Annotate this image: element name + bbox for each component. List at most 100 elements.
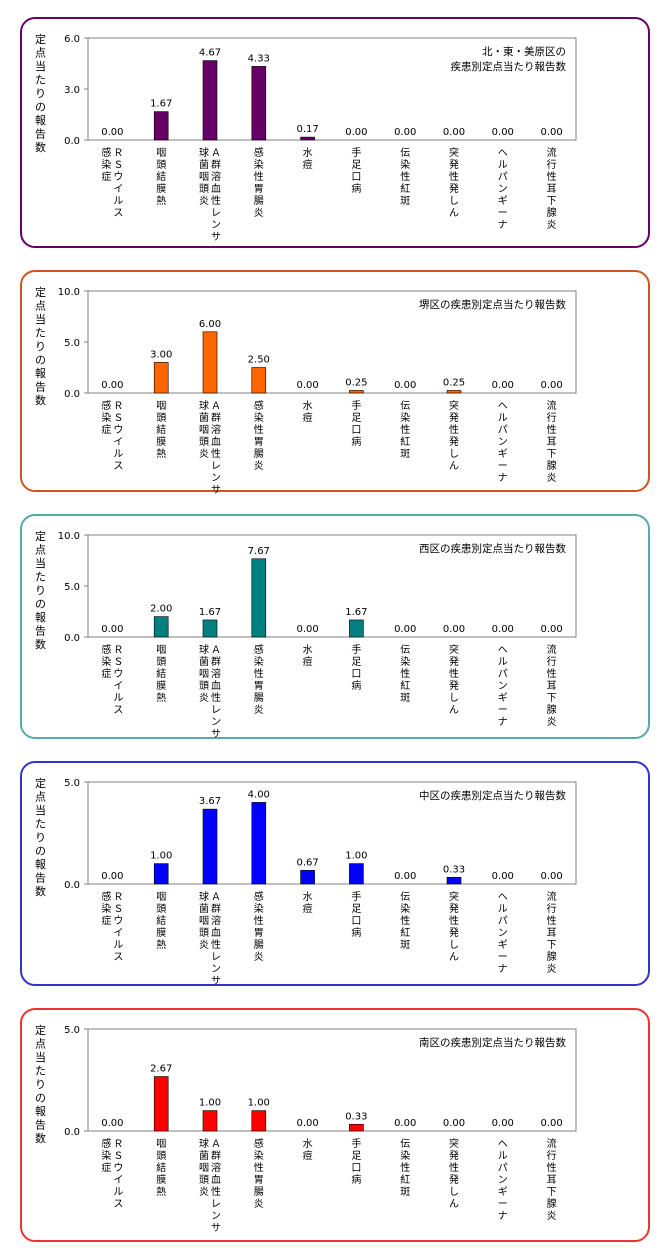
category-label: ＲＳウイルス感染症 — [101, 399, 123, 472]
y-tick-label: 0.0 — [64, 389, 80, 400]
plot-area — [87, 1028, 577, 1132]
category-label: 水痘 — [303, 147, 313, 171]
bar — [202, 60, 218, 141]
panel-border — [20, 514, 650, 739]
bar — [251, 802, 267, 885]
y-tick-label: 6.0 — [64, 34, 80, 45]
y-tick-label: 5.0 — [64, 582, 80, 593]
category-label: Ａ群溶血性レンサ球菌咽頭炎 — [199, 399, 221, 496]
category-label: ヘルパンギーナ — [498, 148, 508, 231]
y-tick-label: 0.0 — [64, 136, 80, 147]
category-label: 伝染性紅斑 — [400, 147, 410, 207]
y-tick-label: 5.0 — [64, 778, 80, 789]
category-label: 水痘 — [303, 1138, 313, 1162]
data-label: 0.00 — [443, 127, 465, 138]
category-label: ＲＳウイルス感染症 — [101, 146, 123, 219]
bar — [153, 111, 169, 141]
category-label: 咽頭結膜熱 — [156, 644, 166, 704]
data-label: 1.67 — [199, 607, 221, 618]
bar — [349, 863, 364, 885]
y-tick-label: 10.0 — [58, 287, 80, 298]
bar — [202, 808, 218, 885]
y-tick-label: 0.0 — [64, 633, 80, 644]
data-label: 2.00 — [150, 604, 172, 615]
category-label: 突発性発しん — [449, 890, 459, 963]
bar — [349, 619, 364, 638]
category-label: 突発性発しん — [449, 146, 459, 219]
category-label: 手足口病 — [351, 146, 361, 195]
chart-title: 西区の疾患別定点当たり報告数 — [419, 542, 566, 555]
chart-title: 北・東・美原区の疾患別定点当たり報告数 — [451, 45, 567, 73]
bar — [153, 1076, 169, 1132]
data-label: 0.00 — [443, 1118, 465, 1129]
bar — [251, 558, 267, 638]
bar — [300, 870, 315, 885]
bar — [202, 1110, 218, 1132]
bar — [202, 619, 218, 638]
category-label: 水痘 — [303, 644, 313, 668]
category-label: Ａ群溶血性レンサ球菌咽頭炎 — [199, 146, 221, 243]
category-label: 感染性胃腸炎 — [254, 643, 264, 716]
data-label: 0.00 — [345, 127, 367, 138]
category-label: 手足口病 — [351, 1137, 361, 1186]
y-axis-label: 定点当たりの報告数 — [35, 776, 46, 898]
data-label: 0.00 — [394, 380, 416, 391]
plot-area — [87, 781, 577, 885]
y-tick-label: 5.0 — [64, 338, 80, 349]
data-label: 0.33 — [443, 864, 465, 875]
data-label: 0.00 — [492, 624, 514, 635]
category-label: ヘルパンギーナ — [498, 892, 508, 975]
data-label: 1.67 — [150, 99, 172, 110]
category-label: ヘルパンギーナ — [498, 401, 508, 484]
data-label: 0.33 — [345, 1111, 367, 1122]
y-tick-label: 0.0 — [64, 1127, 80, 1138]
category-label: 感染性胃腸炎 — [254, 399, 264, 472]
data-label: 0.00 — [443, 624, 465, 635]
data-label: 3.67 — [199, 796, 221, 807]
chart-svg: 定点当たりの報告数 6.0 3.0 0.0 0.00 ＲＳウイルス感染症 1.67 咽頭結膜熱… — [20, 17, 650, 248]
category-label: 手足口病 — [351, 890, 361, 939]
category-label: 流行性耳下腺炎 — [547, 890, 557, 975]
category-label: 水痘 — [303, 891, 313, 915]
data-label: 4.00 — [248, 789, 270, 800]
data-label: 1.67 — [345, 607, 367, 618]
category-label: 感染性胃腸炎 — [254, 1137, 264, 1210]
data-label: 0.00 — [492, 1118, 514, 1129]
chart-panel-nishi: 定点当たりの報告数 10.0 5.0 0.0 0.00 ＲＳウイルス感染症 2.00 咽頭結膜… — [0, 497, 660, 744]
chart-panel-sakai: 定点当たりの報告数 10.0 5.0 0.0 0.00 ＲＳウイルス感染症 3.00 咽頭結膜… — [0, 253, 660, 497]
data-label: 0.67 — [296, 857, 318, 868]
category-label: 咽頭結膜熱 — [156, 891, 166, 951]
y-axis-label: 定点当たりの報告数 — [35, 1023, 46, 1145]
category-label: 流行性耳下腺炎 — [547, 1137, 557, 1222]
category-label: 咽頭結膜熱 — [156, 400, 166, 460]
data-label: 4.33 — [248, 53, 270, 64]
category-label: 伝染性紅斑 — [400, 1138, 410, 1198]
category-label: Ａ群溶血性レンサ球菌咽頭炎 — [199, 890, 221, 987]
data-label: 1.00 — [345, 851, 367, 862]
panel-border — [20, 1008, 650, 1242]
bar — [153, 616, 169, 638]
y-tick-label: 5.0 — [64, 1025, 80, 1036]
data-label: 4.67 — [199, 48, 221, 59]
bar — [446, 876, 462, 885]
chart-panel-minami: 定点当たりの報告数 5.0 0.0 0.00 ＲＳウイルス感染症 2.67 咽頭結膜熱 1.0… — [0, 991, 660, 1247]
data-label: 0.00 — [101, 127, 123, 138]
data-label: 3.00 — [150, 349, 172, 360]
data-label: 0.00 — [492, 871, 514, 882]
category-label: 咽頭結膜熱 — [156, 147, 166, 207]
data-label: 6.00 — [199, 319, 221, 330]
data-label: 0.00 — [394, 624, 416, 635]
chart-svg: 定点当たりの報告数 10.0 5.0 0.0 0.00 ＲＳウイルス感染症 2.00 咽頭結膜… — [20, 514, 650, 740]
bar — [153, 863, 169, 885]
bar — [349, 390, 364, 394]
chart-panel-naka: 定点当たりの報告数 5.0 0.0 0.00 ＲＳウイルス感染症 1.00 咽頭結膜熱 3.6… — [0, 744, 660, 991]
category-label: 伝染性紅斑 — [400, 400, 410, 460]
data-label: 0.00 — [540, 127, 562, 138]
data-label: 0.00 — [296, 1118, 318, 1129]
y-tick-label: 0.0 — [64, 880, 80, 891]
category-label: Ａ群溶血性レンサ球菌咽頭炎 — [199, 1137, 221, 1234]
data-label: 0.00 — [394, 127, 416, 138]
data-label: 0.00 — [540, 871, 562, 882]
data-label: 1.00 — [150, 851, 172, 862]
data-label: 2.67 — [150, 1064, 172, 1075]
